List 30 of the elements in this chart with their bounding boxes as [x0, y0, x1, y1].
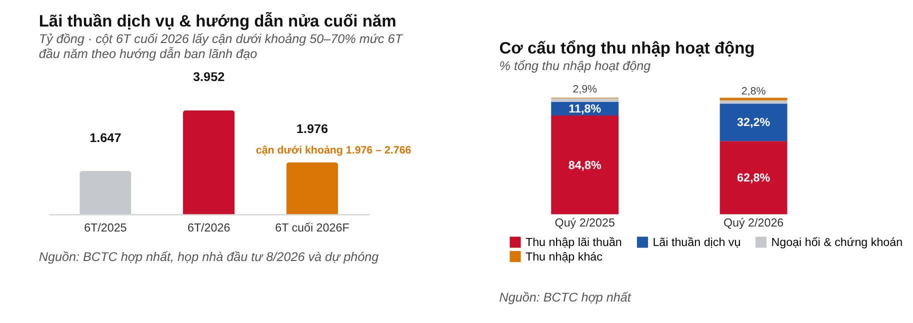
- x-tick-label: 6T cuối 2026F: [275, 221, 350, 234]
- data-label: 1.976: [296, 122, 328, 136]
- legend-label: Thu nhập lãi thuần: [525, 236, 622, 250]
- data-label: 1.647: [90, 130, 122, 145]
- data-label: 2,9%: [572, 84, 598, 96]
- legend-label: Thu nhập khác: [525, 250, 603, 264]
- bar: [720, 141, 788, 214]
- x-tick-label: 6T/2025: [84, 221, 127, 234]
- chart-title: Cơ cấu tổng thu nhập hoạt động: [499, 40, 755, 58]
- text: Nguồn: BCTC hợp nhất: [499, 290, 632, 305]
- bar: [720, 104, 788, 142]
- data-label: 62,8%: [737, 172, 771, 185]
- bar: [551, 115, 619, 214]
- x-tick-label: Quý 2/2025: [554, 216, 615, 230]
- data-label: 84,8%: [568, 158, 602, 172]
- data-label: 3.952: [193, 70, 225, 84]
- annotation: cận dưới khoảng 1.976 – 2.766: [256, 144, 412, 157]
- legend-label: Lãi thuần dịch vụ: [652, 236, 741, 250]
- legend-label: Ngoại hối & chứng khoán: [771, 236, 903, 250]
- chart-subtitle: % tổng thu nhập hoạt động: [499, 59, 651, 74]
- data-label: 11,8%: [568, 102, 602, 116]
- bar: [720, 98, 788, 100]
- data-label: 32,2%: [737, 116, 771, 130]
- chart-title: Lãi thuần dịch vụ & hướng dẫn nửa cuối năm: [38, 12, 396, 31]
- x-tick-label: 6T/2026: [187, 221, 230, 234]
- data-label: 2,8%: [741, 85, 766, 98]
- chart-subtitle: Tỷ đồng · cột 6T cuối 2026 lấy cận dưới khoảng 50–70% mức 6T đầu năm theo hướng dẫn ban lãnh đạo: [38, 32, 404, 61]
- x-tick-label: Quý 2/2026: [723, 216, 784, 230]
- text: Nguồn: BCTC hợp nhất, họp nhà đầu tư 8/2026 và dự phóng: [38, 250, 379, 264]
- bar: [720, 100, 788, 104]
